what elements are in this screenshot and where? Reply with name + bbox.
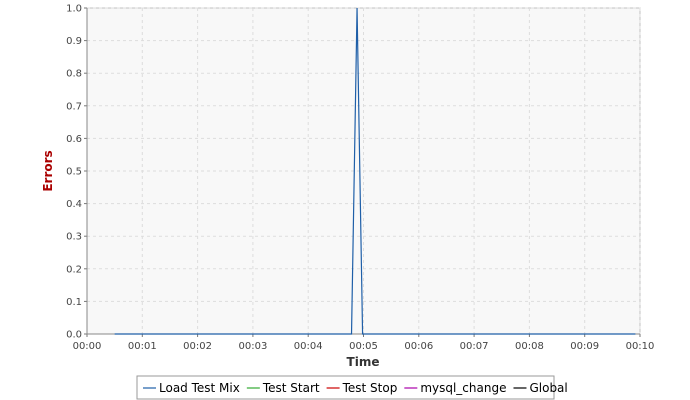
legend-label-load-test-mix: Load Test Mix (159, 381, 240, 395)
grid-lines (87, 7, 641, 334)
x-tick-label: 00:10 (626, 341, 655, 352)
y-tick-label: 0.5 (66, 167, 82, 178)
y-tick-label: 0.1 (66, 297, 82, 308)
y-tick-label: 0.9 (66, 36, 82, 47)
y-tick-label: 0.8 (66, 69, 82, 80)
x-tick-label: 00:06 (404, 341, 433, 352)
x-axis-title: Time (347, 355, 380, 369)
x-tick-label: 00:00 (73, 341, 102, 352)
series-lines (114, 7, 636, 335)
x-tick-label: 00:03 (238, 341, 267, 352)
y-tick-label: 0.2 (66, 264, 82, 275)
y-tick-label: 0.4 (66, 199, 82, 210)
legend: Load Test Mix Test Start Test Stop mysql_ch… (136, 375, 568, 400)
x-tick-label: 00:02 (183, 341, 212, 352)
x-tick-label: 00:04 (294, 341, 323, 352)
y-tick-label: 1.0 (66, 4, 82, 15)
x-tick-label: 00:05 (349, 341, 378, 352)
y-tick-label: 0.3 (66, 232, 82, 243)
y-axis-title: Errors (41, 150, 55, 191)
x-tick-label: 00:09 (570, 341, 599, 352)
legend-label-test-start: Test Start (262, 381, 320, 395)
x-tick-label: 00:01 (128, 341, 157, 352)
legend-label-test-stop: Test Stop (342, 381, 398, 395)
y-tick-label: 0.6 (66, 134, 82, 145)
y-tick-label: 0.7 (66, 101, 82, 112)
y-tick-label: 0.0 (66, 330, 82, 341)
legend-box (136, 375, 555, 400)
series-line-load-test-mix (114, 7, 636, 335)
legend-label-global: Global (529, 381, 567, 395)
legend-label-mysql-change: mysql_change (420, 381, 506, 395)
x-tick-label: 00:08 (515, 341, 544, 352)
x-tick-label: 00:07 (460, 341, 489, 352)
